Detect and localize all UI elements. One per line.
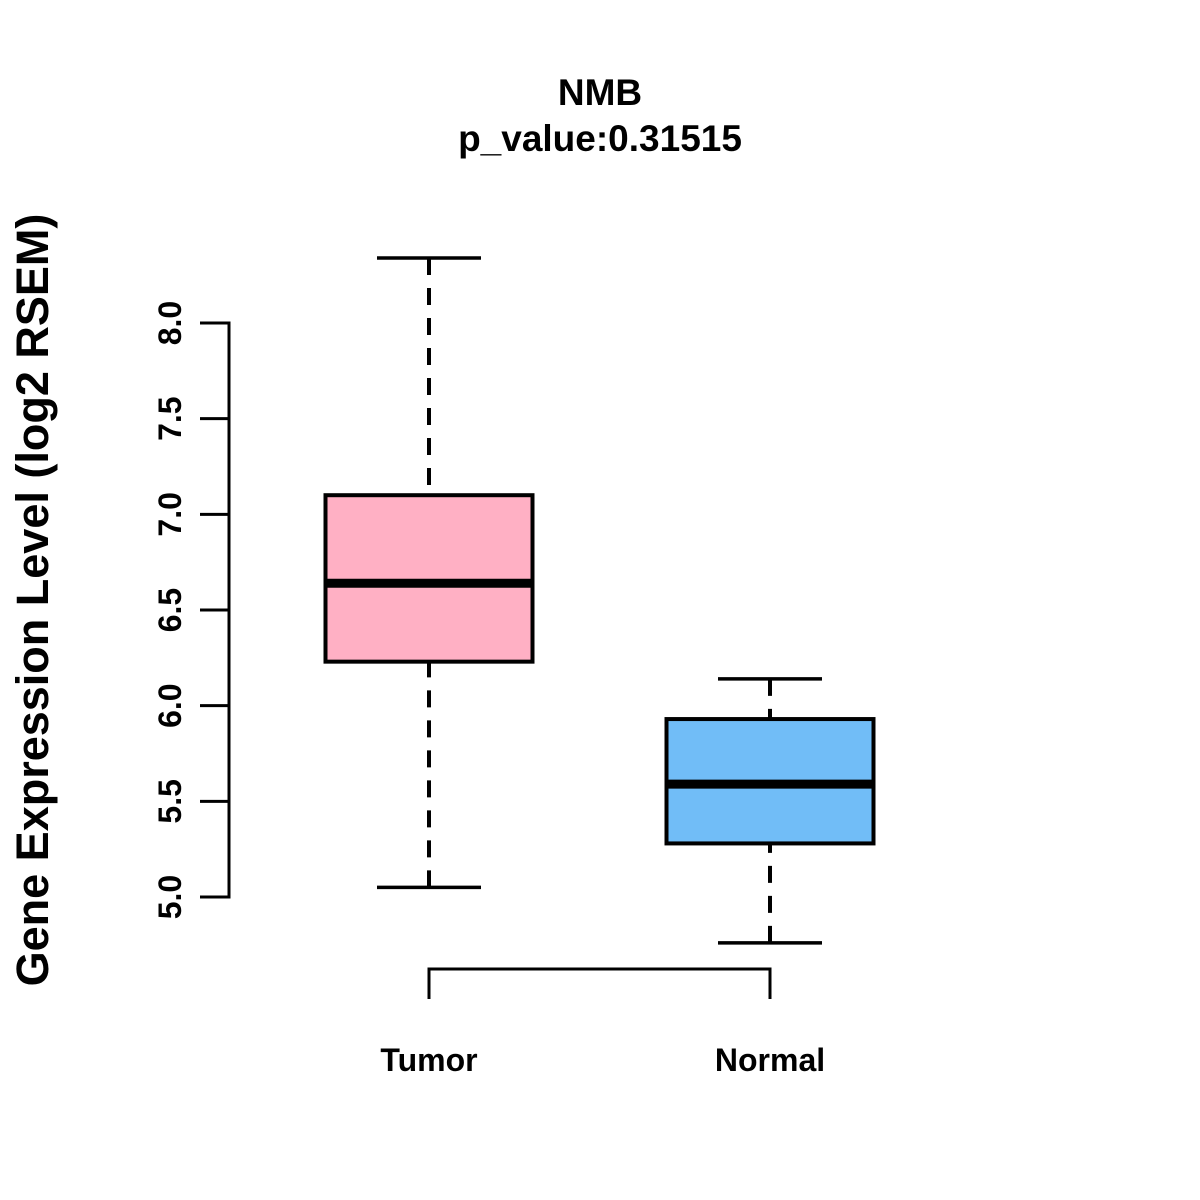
y-axis-tick-label: 5.5	[152, 779, 188, 823]
x-axis-label-normal: Normal	[715, 1042, 825, 1078]
y-axis-tick-label: 7.0	[152, 492, 188, 536]
chart-subtitle-pvalue: p_value:0.31515	[458, 118, 742, 159]
x-axis-bracket	[427, 967, 772, 999]
y-axis-tick-label: 5.0	[152, 875, 188, 919]
y-axis-tick-label: 7.5	[152, 396, 188, 440]
chart-title: NMB	[557, 72, 643, 113]
chart-header: NMB p_value:0.31515	[0, 70, 1200, 162]
tumor-box	[323, 493, 535, 664]
y-axis-tick-label: 6.0	[152, 683, 188, 727]
x-axis-label-tumor: Tumor	[380, 1042, 477, 1078]
y-axis-tick-label: 8.0	[152, 301, 188, 345]
y-axis-tick-label: 6.5	[152, 588, 188, 632]
